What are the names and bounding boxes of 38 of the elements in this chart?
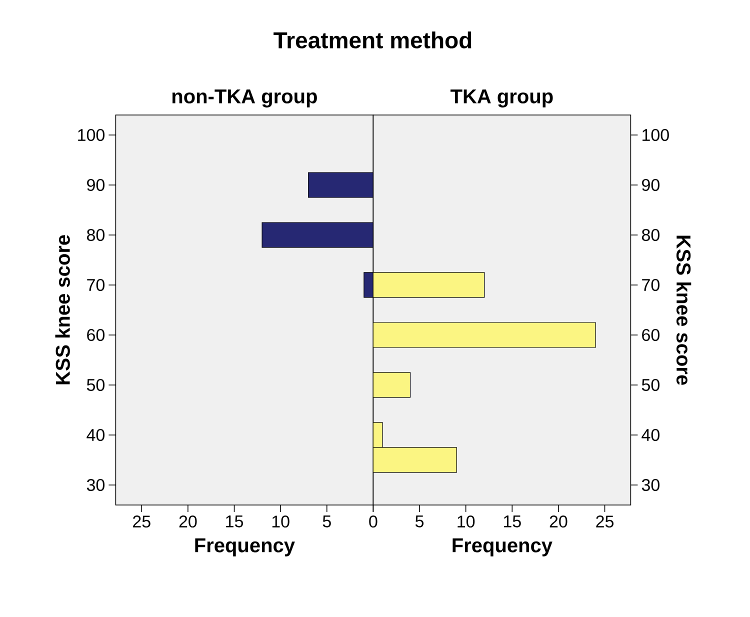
y-tick-label: 80 xyxy=(642,228,660,242)
bar xyxy=(262,222,374,248)
x-axis-title: Frequency xyxy=(195,538,295,556)
y-axis-title: KSS knee score xyxy=(676,236,692,385)
y-tick-label: 40 xyxy=(642,428,660,442)
bar xyxy=(373,322,596,348)
x-tick-label: 10 xyxy=(458,516,475,528)
x-tick-label: 20 xyxy=(550,516,568,528)
y-tick-label: 70 xyxy=(87,278,105,292)
y-tick-label: 60 xyxy=(642,328,660,342)
y-tick-label: 50 xyxy=(86,378,105,392)
bar xyxy=(308,172,374,198)
x-tick-label: 5 xyxy=(322,516,331,528)
y-tick-label: 60 xyxy=(87,328,105,342)
x-tick-label: 5 xyxy=(415,516,424,528)
x-tick-label: 15 xyxy=(226,516,243,528)
x-tick-label: 10 xyxy=(272,516,290,528)
x-tick-label: 0 xyxy=(369,516,378,528)
x-tick-label: 15 xyxy=(504,516,521,528)
x-tick-label: 25 xyxy=(133,516,150,528)
y-tick-label: 100 xyxy=(642,128,669,142)
y-tick-label: 40 xyxy=(86,428,105,442)
x-axis-title: Frequency xyxy=(452,538,552,556)
x-tick-label: 20 xyxy=(179,516,197,528)
y-tick-label: 70 xyxy=(642,278,660,292)
y-tick-label: 100 xyxy=(78,128,105,142)
x-tick-label: 25 xyxy=(596,516,614,528)
chart-subtitle: TKA group xyxy=(450,89,553,108)
y-tick-label: 30 xyxy=(642,478,660,492)
y-axis-title: KSS knee score xyxy=(55,235,70,384)
y-tick-label: 80 xyxy=(86,228,105,242)
bar xyxy=(373,372,411,398)
y-tick-label: 30 xyxy=(86,478,105,492)
chart-subtitle: non-TKA group xyxy=(172,89,317,108)
y-tick-label: 50 xyxy=(642,378,660,392)
chart-title: Treatment method xyxy=(274,32,472,48)
y-tick-label: 90 xyxy=(642,178,660,192)
y-tick-label: 90 xyxy=(87,178,105,192)
